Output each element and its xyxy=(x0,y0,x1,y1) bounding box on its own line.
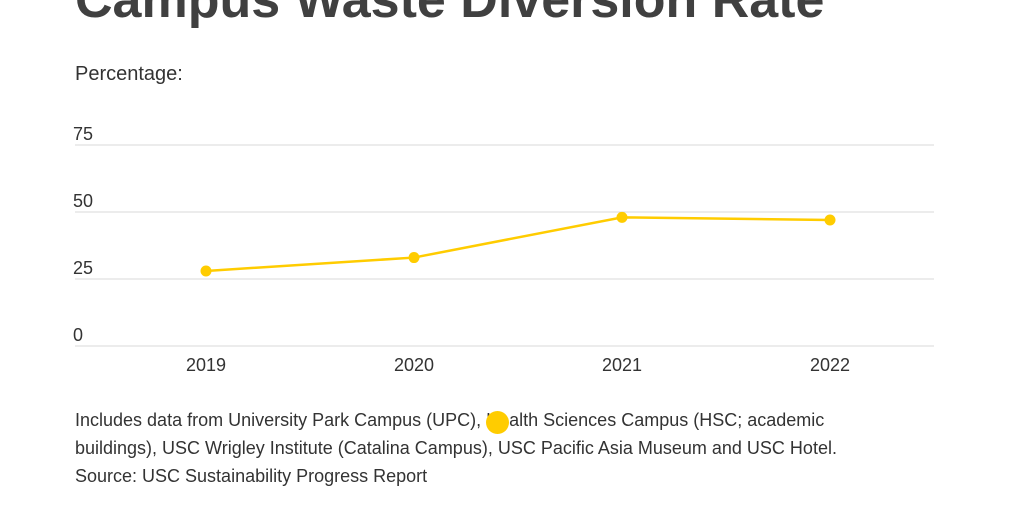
note-line-1: Includes data from University Park Campu… xyxy=(75,410,825,430)
grid-layer xyxy=(75,144,934,347)
data-point xyxy=(824,214,836,226)
y-tick-label: 75 xyxy=(73,124,93,144)
source-note: Source: USC Sustainability Progress Repo… xyxy=(75,466,428,486)
chart-subtitle: Percentage: xyxy=(75,63,183,85)
y-tick-label: 50 xyxy=(73,191,93,211)
x-tick-label: 2019 xyxy=(186,355,226,375)
chart-notes: Includes data from University Park Campu… xyxy=(75,406,975,490)
series-line xyxy=(205,216,831,273)
data-point xyxy=(200,265,212,277)
note-line-2: buildings), USC Wrigley Institute (Catal… xyxy=(75,438,837,458)
line-chart: 0 25 50 75 2019 2020 2021 2022 xyxy=(73,124,934,375)
x-axis-ticks: 2019 2020 2021 2022 xyxy=(186,355,850,375)
cursor-dot xyxy=(486,411,509,434)
x-tick-label: 2020 xyxy=(394,355,434,375)
y-axis-ticks: 0 25 50 75 xyxy=(73,124,93,345)
x-tick-label: 2021 xyxy=(602,355,642,375)
x-tick-label: 2022 xyxy=(810,355,850,375)
y-tick-label: 0 xyxy=(73,325,83,345)
data-point xyxy=(408,252,420,264)
y-tick-label: 25 xyxy=(73,258,93,278)
chart-title: Campus Waste Diversion Rate xyxy=(75,0,825,29)
series-layer xyxy=(200,211,836,277)
data-point xyxy=(616,211,628,223)
